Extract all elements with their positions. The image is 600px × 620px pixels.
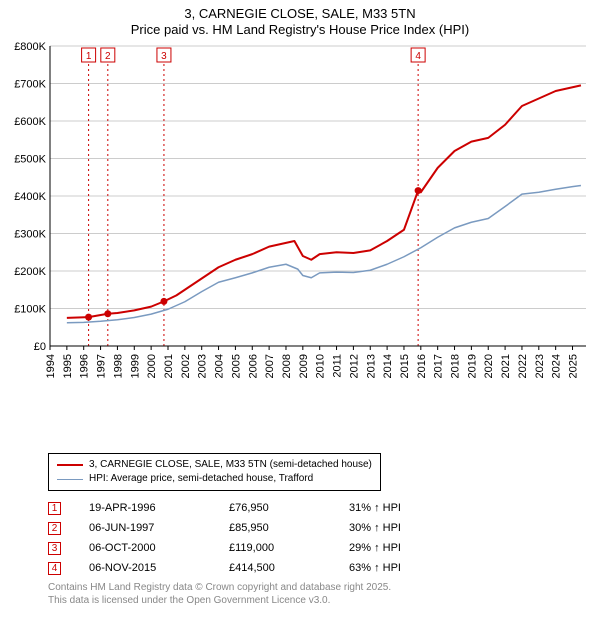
svg-text:2002: 2002 — [180, 354, 192, 378]
svg-text:1996: 1996 — [79, 354, 91, 378]
svg-text:2009: 2009 — [298, 354, 310, 378]
sales-date: 06-OCT-2000 — [89, 542, 229, 554]
svg-text:2016: 2016 — [416, 354, 428, 378]
title-block: 3, CARNEGIE CLOSE, SALE, M33 5TN Price p… — [0, 0, 600, 37]
svg-text:2003: 2003 — [197, 354, 209, 378]
legend-swatch — [57, 464, 83, 466]
sales-price: £119,000 — [229, 542, 349, 554]
svg-text:2008: 2008 — [281, 354, 293, 378]
footer-line-2: This data is licensed under the Open Gov… — [48, 595, 391, 608]
legend-label: 3, CARNEGIE CLOSE, SALE, M33 5TN (semi-d… — [89, 458, 372, 472]
svg-text:1997: 1997 — [96, 354, 108, 378]
legend: 3, CARNEGIE CLOSE, SALE, M33 5TN (semi-d… — [48, 453, 381, 491]
svg-text:£0: £0 — [34, 341, 46, 353]
svg-text:2011: 2011 — [332, 354, 344, 378]
sales-marker: 2 — [48, 522, 61, 535]
sales-price: £414,500 — [229, 562, 349, 574]
svg-text:2019: 2019 — [466, 354, 478, 378]
chart: £0 £100K £200K £300K £400K £500K £600K £700K £80… — [8, 42, 592, 422]
sales-date: 19-APR-1996 — [89, 502, 229, 514]
legend-swatch — [57, 479, 83, 480]
chart-svg: £0 £100K £200K £300K £400K £500K £600K £700K £80… — [8, 42, 592, 422]
svg-text:2014: 2014 — [382, 354, 394, 378]
svg-text:£100K: £100K — [14, 304, 46, 316]
title-line-2: Price paid vs. HM Land Registry's House … — [0, 22, 600, 38]
svg-text:2000: 2000 — [146, 354, 158, 378]
svg-text:£800K: £800K — [14, 42, 46, 53]
svg-text:2004: 2004 — [214, 354, 226, 378]
sales-marker: 3 — [48, 542, 61, 555]
svg-text:2024: 2024 — [551, 354, 563, 378]
svg-text:2013: 2013 — [365, 354, 377, 378]
svg-text:£300K: £300K — [14, 229, 46, 241]
svg-text:£700K: £700K — [14, 79, 46, 91]
sales-row: 4 06-NOV-2015£414,50063% ↑ HPI — [48, 558, 449, 578]
svg-text:2017: 2017 — [433, 354, 445, 378]
svg-text:1994: 1994 — [45, 354, 57, 378]
sales-pct: 31% ↑ HPI — [349, 502, 449, 514]
svg-text:1995: 1995 — [62, 354, 74, 378]
sales-marker: 4 — [48, 562, 61, 575]
legend-item: HPI: Average price, semi-detached house,… — [57, 472, 372, 486]
sales-row: 2 06-JUN-1997£85,95030% ↑ HPI — [48, 518, 449, 538]
svg-text:2005: 2005 — [230, 354, 242, 378]
sales-row: 3 06-OCT-2000£119,00029% ↑ HPI — [48, 538, 449, 558]
svg-text:£500K: £500K — [14, 154, 46, 166]
sales-row: 1 19-APR-1996£76,95031% ↑ HPI — [48, 498, 449, 518]
legend-label: HPI: Average price, semi-detached house,… — [89, 472, 313, 486]
svg-text:2022: 2022 — [517, 354, 529, 378]
svg-text:£200K: £200K — [14, 266, 46, 278]
svg-text:2012: 2012 — [348, 354, 360, 378]
title-line-1: 3, CARNEGIE CLOSE, SALE, M33 5TN — [0, 6, 600, 22]
svg-text:1999: 1999 — [129, 354, 141, 378]
sales-pct: 63% ↑ HPI — [349, 562, 449, 574]
sales-date: 06-NOV-2015 — [89, 562, 229, 574]
svg-text:2001: 2001 — [163, 354, 175, 378]
svg-text:2020: 2020 — [483, 354, 495, 378]
svg-text:2025: 2025 — [568, 354, 580, 378]
svg-text:2021: 2021 — [500, 354, 512, 378]
svg-text:2007: 2007 — [264, 354, 276, 378]
svg-text:2023: 2023 — [534, 354, 546, 378]
svg-text:4: 4 — [415, 51, 421, 62]
svg-text:2006: 2006 — [247, 354, 259, 378]
svg-text:2018: 2018 — [450, 354, 462, 378]
svg-text:2015: 2015 — [399, 354, 411, 378]
footer: Contains HM Land Registry data © Crown c… — [48, 582, 391, 607]
footer-line-1: Contains HM Land Registry data © Crown c… — [48, 582, 391, 595]
svg-text:3: 3 — [161, 51, 167, 62]
sales-pct: 30% ↑ HPI — [349, 522, 449, 534]
chart-container: 3, CARNEGIE CLOSE, SALE, M33 5TN Price p… — [0, 0, 600, 620]
legend-item: 3, CARNEGIE CLOSE, SALE, M33 5TN (semi-d… — [57, 458, 372, 472]
sales-date: 06-JUN-1997 — [89, 522, 229, 534]
svg-text:1: 1 — [86, 51, 92, 62]
sales-table: 1 19-APR-1996£76,95031% ↑ HPI 2 06-JUN-1997… — [48, 498, 449, 578]
sales-price: £85,950 — [229, 522, 349, 534]
svg-text:1998: 1998 — [112, 354, 124, 378]
sales-price: £76,950 — [229, 502, 349, 514]
svg-text:2010: 2010 — [315, 354, 327, 378]
sales-marker: 1 — [48, 502, 61, 515]
sales-pct: 29% ↑ HPI — [349, 542, 449, 554]
svg-text:£600K: £600K — [14, 116, 46, 128]
svg-text:2: 2 — [105, 51, 111, 62]
svg-text:£400K: £400K — [14, 191, 46, 203]
